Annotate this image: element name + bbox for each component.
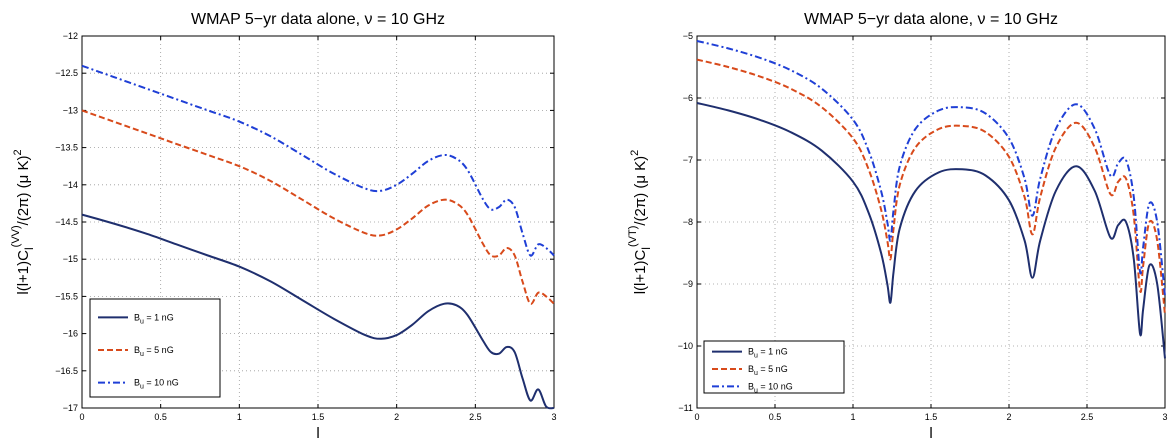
chart-vt: 0 0.5 1 1.5 2 2.5 3 −11 −10 −9 −8 −7 −6 −5 WMAP 5−yr …	[627, 11, 1168, 442]
legend-vv: Bu = 1 nG Bu = 5 nG Bu = 10 nG	[89, 298, 221, 398]
y-tick-label: −12	[63, 31, 78, 41]
x-tick-label: 3	[551, 412, 556, 422]
y-tick-label: −11	[678, 403, 693, 413]
x-tick-label: 1.5	[925, 412, 938, 422]
y-tick-label: −16.5	[55, 366, 78, 376]
series-vv	[81, 64, 555, 410]
legend-box	[703, 340, 845, 394]
y-tick-label: −8	[683, 217, 693, 227]
legend-label: Bu = 1 nG	[748, 347, 788, 360]
legend-vt: Bu = 1 nG Bu = 5 nG Bu = 10 nG	[703, 340, 845, 394]
x-tick-label: 1	[850, 412, 855, 422]
chart-vv: 0 0.5 1 1.5 2 2.5 3 −17 −16.5 −16 −15.5 −15 −14.5 −14…	[10, 11, 557, 442]
legend-label: Bu = 10 nG	[748, 381, 793, 394]
x-axis-label-vv: l	[316, 425, 319, 442]
y-axis-label-vt: l(l+1)Cl(VT)/(2π) (μ K)2	[627, 150, 653, 295]
y-tick-label: −9	[683, 279, 693, 289]
x-tick-label: 2	[394, 412, 399, 422]
y-tick-label: −13	[63, 105, 78, 115]
y-tick-label: −7	[683, 155, 693, 165]
x-tick-label: 3	[1162, 412, 1167, 422]
legend-label: Bu = 1 nG	[134, 312, 174, 325]
series-line-3	[696, 40, 1166, 297]
y-tick-label: −14.5	[55, 217, 78, 227]
ticks-vt: 0 0.5 1 1.5 2 2.5 3 −11 −10 −9 −8 −7 −6 −5	[678, 31, 1168, 422]
legend-box	[89, 298, 221, 398]
series-line-1	[81, 213, 555, 410]
x-tick-label: 1.5	[312, 412, 325, 422]
legend-label: Bu = 5 nG	[134, 345, 174, 358]
chart-title-vt: WMAP 5−yr data alone, ν = 10 GHz	[804, 11, 1058, 28]
x-tick-label: 0	[79, 412, 84, 422]
x-tick-label: 0	[694, 412, 699, 422]
y-tick-label: −15	[63, 254, 78, 264]
ticks-vv: 0 0.5 1 1.5 2 2.5 3 −17 −16.5 −16 −15.5 −15 −14.5 −14…	[55, 31, 556, 422]
series-line-2	[81, 109, 555, 305]
legend-label: Bu = 5 nG	[748, 364, 788, 377]
y-tick-label: −17	[63, 403, 78, 413]
series-vt	[696, 40, 1166, 359]
chart-title-vv: WMAP 5−yr data alone, ν = 10 GHz	[191, 11, 445, 28]
x-axis-label-vt: l	[929, 425, 932, 442]
y-tick-label: −16	[63, 329, 78, 339]
series-line-1	[696, 102, 1166, 359]
x-tick-label: 0.5	[154, 412, 167, 422]
x-tick-label: 2.5	[469, 412, 482, 422]
y-tick-label: −15.5	[55, 291, 78, 301]
y-tick-label: −10	[678, 341, 693, 351]
y-tick-label: −12.5	[55, 68, 78, 78]
series-line-2	[696, 58, 1166, 316]
x-tick-label: 2	[1006, 412, 1011, 422]
y-axis-label-vv: l(l+1)Cl(VV)/(2π) (μ K)2	[10, 149, 36, 294]
x-tick-label: 1	[237, 412, 242, 422]
grid-vv	[82, 36, 554, 408]
y-tick-label: −6	[683, 93, 693, 103]
y-tick-label: −5	[683, 31, 693, 41]
x-tick-label: 2.5	[1081, 412, 1094, 422]
y-tick-label: −13.5	[55, 143, 78, 153]
legend-label: Bu = 10 nG	[134, 378, 179, 391]
y-tick-label: −14	[63, 180, 78, 190]
x-tick-label: 0.5	[769, 412, 782, 422]
